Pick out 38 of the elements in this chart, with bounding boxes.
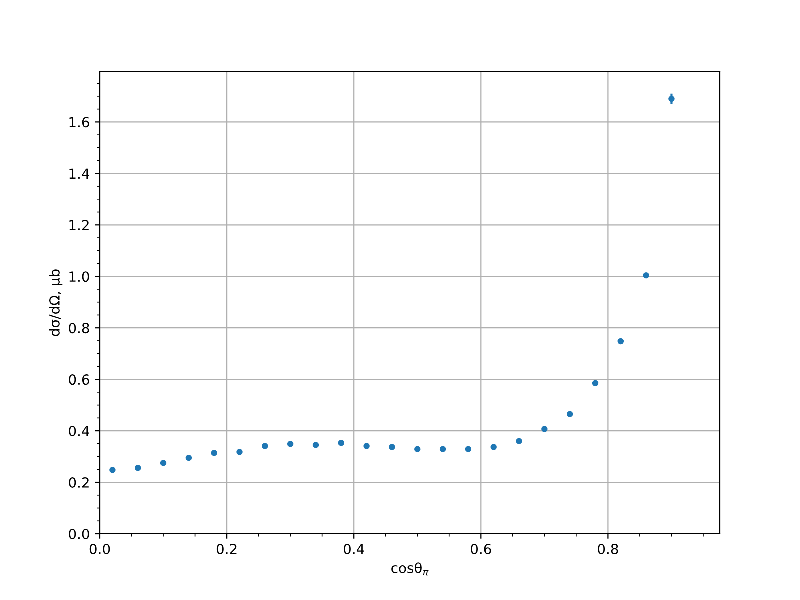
point (465, 446, 472, 452)
point (440, 446, 446, 452)
point (542, 426, 548, 432)
y-tick-label: 1.0 (70, 272, 90, 282)
y-tick-label: 1.2 (70, 220, 89, 230)
point (643, 272, 650, 279)
y-tick-label: 0.6 (69, 374, 90, 386)
y-tick-label: 1.6 (70, 117, 90, 128)
point (134, 464, 142, 472)
y-tick-label: 0.2 (69, 477, 89, 488)
point (566, 411, 574, 418)
x-tick-label: 0.0 (90, 544, 110, 554)
x-axis-title: cosθ$_{π}$ (392, 562, 429, 576)
y-tick-label: 0.0 (69, 528, 90, 540)
point (364, 443, 370, 450)
x-tick-label: 0.8 (598, 544, 618, 554)
point (414, 446, 421, 452)
point (618, 338, 624, 345)
x-tick-label: 0.2 (216, 544, 237, 554)
point (160, 460, 167, 466)
point (110, 467, 116, 474)
point (236, 449, 243, 456)
y-tick-label: 1.4 (70, 168, 90, 179)
point (338, 440, 345, 446)
y-tick-label: 0.4 (69, 426, 90, 437)
y-tick-label: 0.8 (69, 323, 90, 334)
point (262, 443, 268, 450)
point (490, 444, 497, 450)
point (516, 438, 522, 444)
x-tick-label: 0.6 (471, 544, 492, 554)
point (389, 444, 396, 450)
point (592, 380, 599, 387)
x-tick-label: 0.4 (344, 544, 364, 554)
point (186, 454, 192, 462)
y-axis-title: dσ/dΩ, μb (49, 270, 63, 336)
point (211, 450, 218, 456)
point (312, 442, 320, 448)
point (287, 441, 294, 448)
